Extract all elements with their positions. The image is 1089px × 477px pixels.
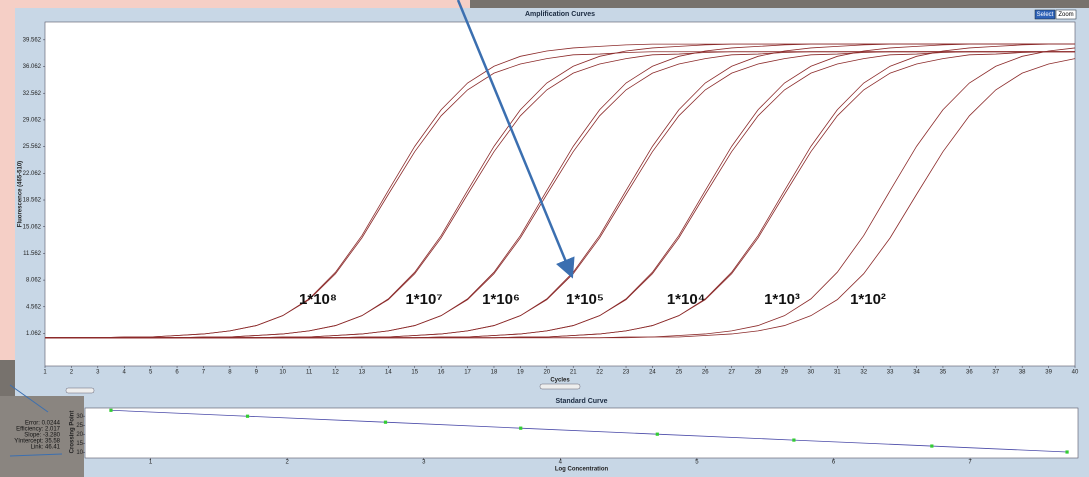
x-tick-label: 12 <box>332 370 339 376</box>
x-tick-label: 16 <box>438 370 445 376</box>
x-tick-label: 40 <box>1072 370 1079 376</box>
button-label: Select <box>1037 12 1054 18</box>
scrollbar[interactable] <box>66 388 94 393</box>
y-tick-label: 36.062 <box>23 64 42 70</box>
x-tick-label: 35 <box>940 370 947 376</box>
y-tick-label: 1.062 <box>26 331 42 337</box>
x-tick-label: 28 <box>755 370 762 376</box>
x-axis-label: Log Concentration <box>555 467 609 473</box>
annotation: 1*10⁵ <box>566 291 604 308</box>
y-tick-label: 8.062 <box>26 278 42 284</box>
x-tick-label: 10 <box>279 370 286 376</box>
x-tick-label: 27 <box>728 370 735 376</box>
x-tick-label: 24 <box>649 370 656 376</box>
data-point <box>792 438 795 441</box>
annotation: 1*10² <box>850 291 886 308</box>
x-tick-label: 36 <box>966 370 973 376</box>
button-label: Zoom <box>1058 12 1073 18</box>
annotation: 1*10⁴ <box>667 291 705 308</box>
y-tick-label: 25.562 <box>23 144 42 150</box>
y-tick-label: 22.062 <box>23 171 42 177</box>
stat-line: Link: 46.41 <box>31 445 61 451</box>
y-tick-label: 30 <box>76 414 83 420</box>
data-point <box>1065 450 1068 453</box>
x-tick-label: 26 <box>702 370 709 376</box>
x-tick-label: 25 <box>676 370 683 376</box>
y-tick-label: 39.562 <box>23 37 42 43</box>
data-point <box>109 409 112 412</box>
y-tick-label: 20 <box>76 432 83 438</box>
y-tick-label: 11.562 <box>23 251 42 257</box>
annotation: 1*10⁸ <box>299 291 337 308</box>
y-tick-label: 15 <box>76 441 83 447</box>
data-point <box>656 433 659 436</box>
scrollbar[interactable] <box>540 384 580 389</box>
x-axis-label: Cycles <box>550 378 570 384</box>
y-axis-label: Crossing Point <box>70 411 76 454</box>
x-tick-label: 15 <box>411 370 418 376</box>
y-tick-label: 15.062 <box>23 224 42 230</box>
x-tick-label: 21 <box>570 370 577 376</box>
y-tick-label: 32.562 <box>23 91 42 97</box>
x-tick-label: 13 <box>359 370 366 376</box>
x-tick-label: 17 <box>464 370 471 376</box>
chart-title: Standard Curve <box>555 398 607 405</box>
data-point <box>519 427 522 430</box>
x-tick-label: 29 <box>781 370 788 376</box>
x-tick-label: 32 <box>860 370 867 376</box>
data-point <box>246 415 249 418</box>
x-tick-label: 18 <box>491 370 498 376</box>
x-tick-label: 22 <box>596 370 603 376</box>
plot-area <box>45 22 1075 366</box>
annotation: 1*10³ <box>764 291 800 308</box>
data-point <box>384 421 387 424</box>
y-tick-label: 4.562 <box>26 304 42 310</box>
x-tick-label: 20 <box>543 370 550 376</box>
x-tick-label: 11 <box>306 370 313 376</box>
y-tick-label: 29.062 <box>23 117 42 123</box>
x-tick-label: 23 <box>623 370 630 376</box>
x-tick-label: 31 <box>834 370 841 376</box>
data-point <box>930 444 933 447</box>
x-tick-label: 14 <box>385 370 392 376</box>
x-tick-label: 39 <box>1045 370 1052 376</box>
screenshot: Select Zoom Error: 0.0244 Efficiency: 2.… <box>0 0 1089 477</box>
x-tick-label: 37 <box>992 370 999 376</box>
y-tick-label: 18.562 <box>23 198 42 204</box>
x-tick-label: 30 <box>808 370 815 376</box>
y-tick-label: 10 <box>76 450 83 456</box>
chart-title: Amplification Curves <box>525 11 595 18</box>
x-tick-label: 34 <box>913 370 920 376</box>
annotation: 1*10⁶ <box>482 291 520 308</box>
x-tick-label: 19 <box>517 370 524 376</box>
y-tick-label: 25 <box>76 423 83 429</box>
annotation: 1*10⁷ <box>405 291 442 308</box>
x-tick-label: 38 <box>1019 370 1026 376</box>
x-tick-label: 33 <box>887 370 894 376</box>
